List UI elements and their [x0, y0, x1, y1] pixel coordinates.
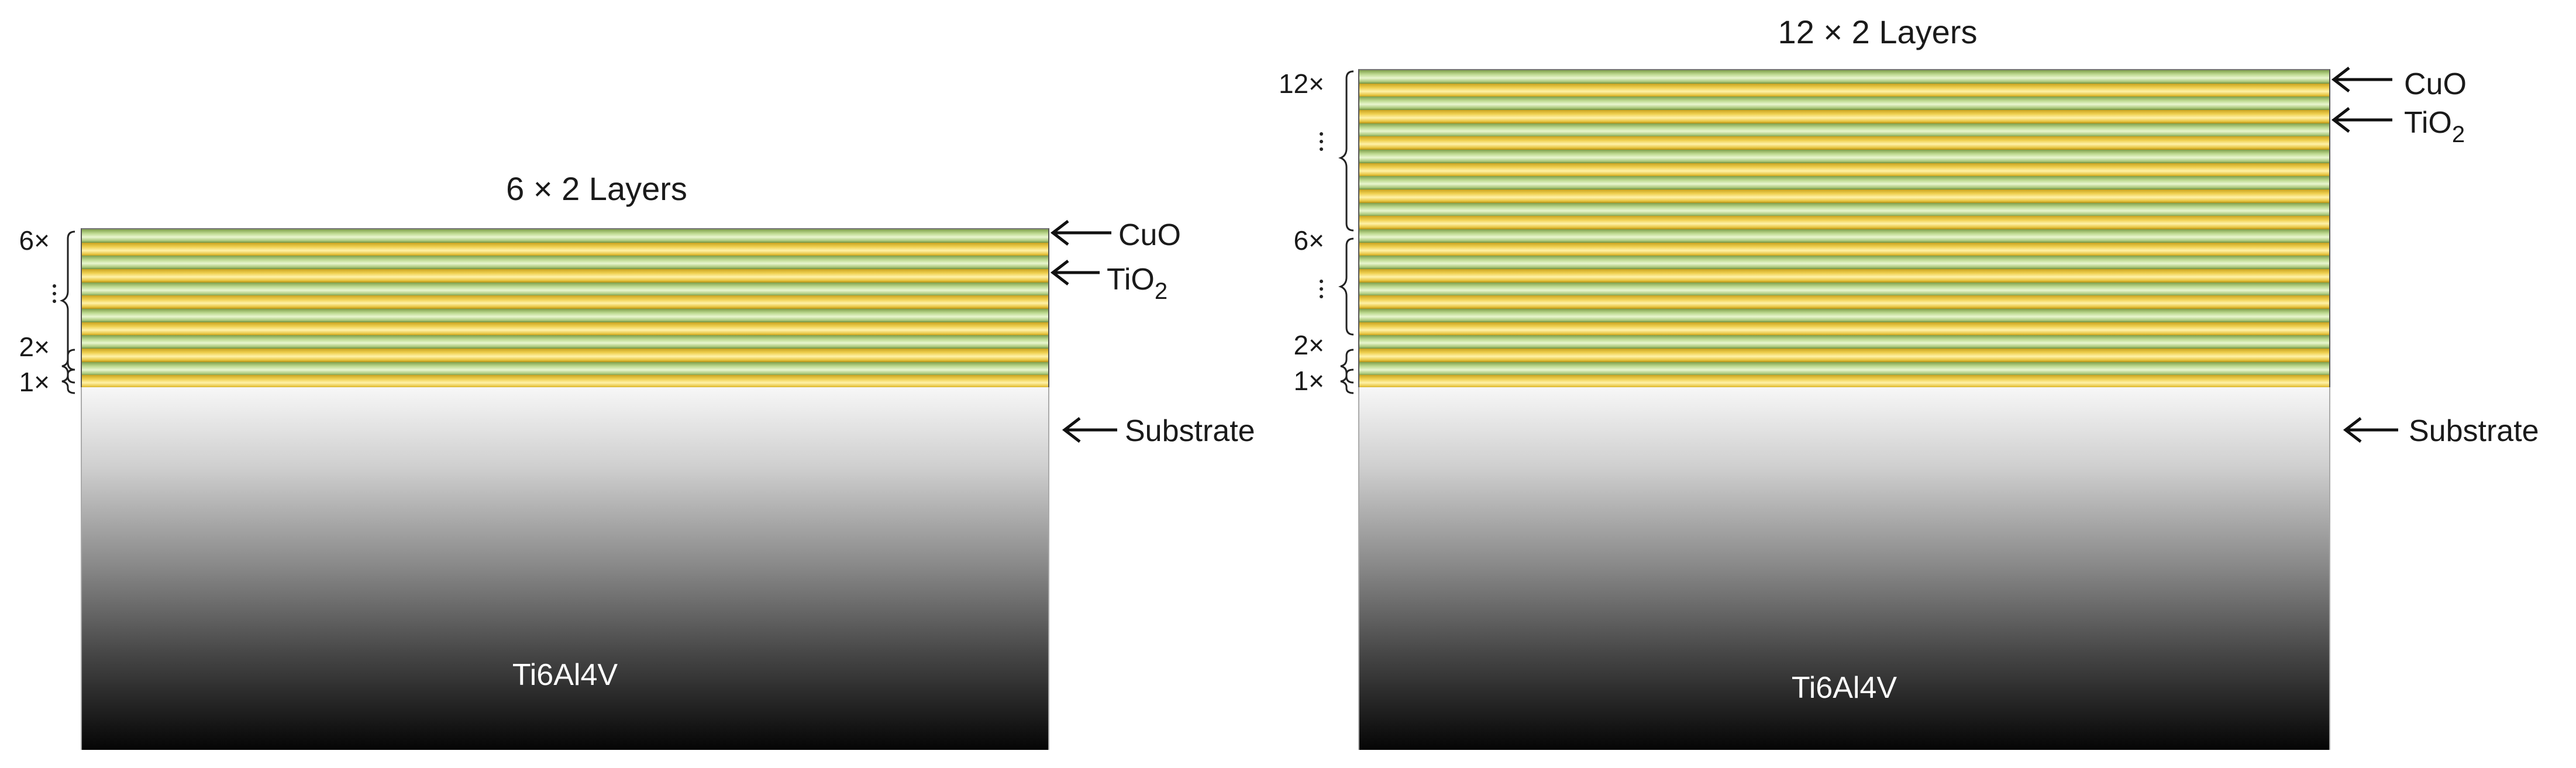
- multiplier-label: 1×: [1293, 366, 1324, 396]
- cuo-layer: [82, 361, 1048, 376]
- annotation-overlay: [59, 220, 1117, 443]
- tio2-layer: [1359, 83, 2329, 97]
- layer-stack: [81, 228, 1049, 388]
- tio2-layer: [1359, 216, 2329, 230]
- tio2-layer: [1359, 136, 2329, 150]
- multiplier-label: 2×: [1293, 330, 1324, 360]
- cuo-layer: [1359, 282, 2329, 296]
- tio2-label: TiO2: [1107, 263, 1168, 304]
- tio2-layer: [1359, 190, 2329, 204]
- tio2-layer: [1359, 242, 2329, 256]
- tio2-layer: [1359, 163, 2329, 177]
- cuo-layer: [1359, 335, 2329, 349]
- panel-title: 6 × 2 Layers: [506, 170, 687, 207]
- cuo-layer: [82, 229, 1048, 243]
- cuo-label: CuO: [2404, 67, 2467, 101]
- substrate-label: Substrate: [2409, 414, 2539, 448]
- arrow-left-icon: [1050, 220, 1111, 246]
- tio2-layer: [1359, 322, 2329, 336]
- cuo-layer: [1359, 361, 2329, 376]
- substrate-material-label: Ti6Al4V: [512, 658, 618, 692]
- annotation-overlay: [1338, 67, 2398, 443]
- panel-6x2: 6 × 2 Layers Ti6Al4V 6× 2× 1× CuO TiO2 S…: [0, 0, 1287, 768]
- cuo-layer: [1359, 309, 2329, 323]
- multiplier-brace-icon: [61, 349, 75, 384]
- tio2-layer: [82, 349, 1048, 363]
- arrow-left-icon: [2343, 417, 2398, 443]
- multiplier-label: 6×: [1293, 225, 1324, 256]
- panel-title: 12 × 2 Layers: [1778, 13, 1978, 50]
- tio2-layer: [1359, 295, 2329, 309]
- multiplier-brace-icon: [1340, 368, 1354, 394]
- tio2-layer: [1359, 269, 2329, 283]
- cuo-layer: [1359, 202, 2329, 216]
- panel-12x2: 12 × 2 Layers Ti6Al4V 12× 6× 2× 1× CuO T…: [1279, 0, 2574, 768]
- substrate-material-label: Ti6Al4V: [1791, 671, 1897, 705]
- tio2-layer: [1359, 349, 2329, 363]
- arrow-left-icon: [1062, 417, 1117, 443]
- multiplier-brace-icon: [1338, 237, 1354, 336]
- cuo-layer: [1359, 97, 2329, 111]
- cuo-label: CuO: [1118, 218, 1181, 252]
- cuo-layer: [1359, 256, 2329, 270]
- substrate-block: Ti6Al4V: [1358, 387, 2330, 750]
- cuo-layer: [1359, 150, 2329, 164]
- tio2-layer: [1359, 375, 2329, 388]
- arrow-left-icon: [1050, 260, 1100, 285]
- tio2-layer: [1359, 110, 2329, 124]
- cuo-layer: [1359, 229, 2329, 243]
- multiplier-label: 6×: [19, 225, 50, 256]
- substrate-label: Substrate: [1125, 414, 1255, 448]
- cuo-layer: [1359, 176, 2329, 190]
- cuo-layer: [1359, 123, 2329, 137]
- ellipsis-dots: [53, 284, 57, 307]
- multiplier-label: 12×: [1278, 68, 1324, 99]
- tio2-layer: [82, 295, 1048, 309]
- cuo-layer: [1359, 70, 2329, 84]
- cuo-layer: [82, 256, 1048, 270]
- arrow-left-icon: [2331, 67, 2392, 92]
- multiplier-brace-icon: [1340, 349, 1354, 384]
- multiplier-brace-icon: [61, 368, 75, 394]
- arrow-left-icon: [2331, 107, 2392, 133]
- cuo-layer: [82, 335, 1048, 349]
- tio2-layer: [82, 322, 1048, 336]
- ellipsis-dots: [1320, 280, 1324, 302]
- cuo-layer: [82, 309, 1048, 323]
- cuo-layer: [82, 282, 1048, 296]
- ellipsis-dots: [1320, 132, 1324, 155]
- layer-stack: [1358, 69, 2330, 388]
- tio2-layer: [82, 242, 1048, 256]
- multiplier-label: 2×: [19, 332, 50, 362]
- tio2-layer: [82, 375, 1048, 388]
- tio2-layer: [82, 269, 1048, 283]
- multiplier-label: 1×: [19, 367, 50, 397]
- substrate-block: Ti6Al4V: [81, 387, 1049, 750]
- tio2-label: TiO2: [2404, 106, 2465, 147]
- multiplier-brace-icon: [59, 230, 75, 371]
- multiplier-brace-icon: [1338, 70, 1354, 232]
